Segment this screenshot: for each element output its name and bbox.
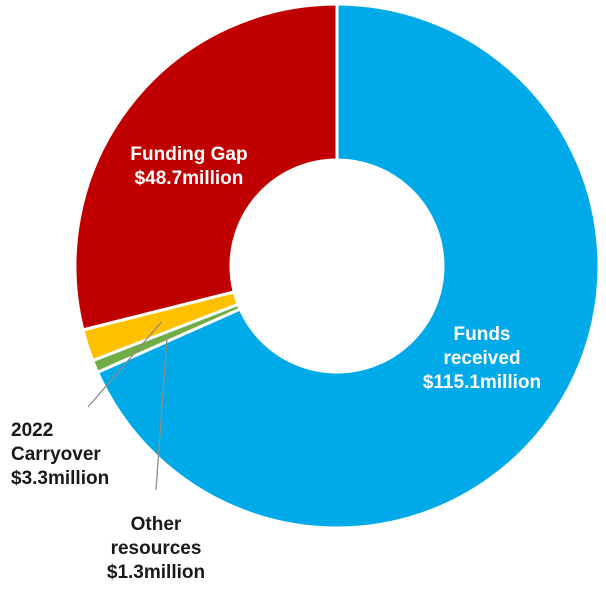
leader-line-other [155, 336, 168, 491]
label-other-line-1: Other [131, 514, 182, 535]
label-gap-line-1: Funding Gap [130, 144, 247, 165]
slice-gap [73, 2, 339, 332]
donut-slices [73, 2, 601, 530]
label-funds: Funds received $115.1million [423, 324, 541, 393]
label-gap-line-2: $48.7million [135, 168, 244, 189]
label-funds-line-3: $115.1million [423, 372, 541, 393]
slice-funds [95, 2, 601, 530]
label-other: Other resources $1.3million [107, 514, 205, 583]
leader-lines [87, 321, 168, 491]
label-funds-line-2: received [443, 348, 520, 369]
label-carryover-line-2: Carryover [11, 444, 101, 465]
label-carryover-line-3: $3.3million [11, 468, 109, 489]
label-other-line-2: resources [111, 538, 202, 559]
leader-line-carryover [87, 321, 163, 408]
label-funds-line-1: Funds [454, 324, 511, 345]
label-gap: Funding Gap $48.7million [130, 144, 247, 189]
slice-labels: Funds received $115.1million Other resources… [11, 144, 541, 583]
label-other-line-3: $1.3million [107, 562, 205, 583]
label-carryover: 2022 Carryover $3.3million [11, 420, 109, 489]
label-carryover-line-1: 2022 [11, 420, 53, 441]
